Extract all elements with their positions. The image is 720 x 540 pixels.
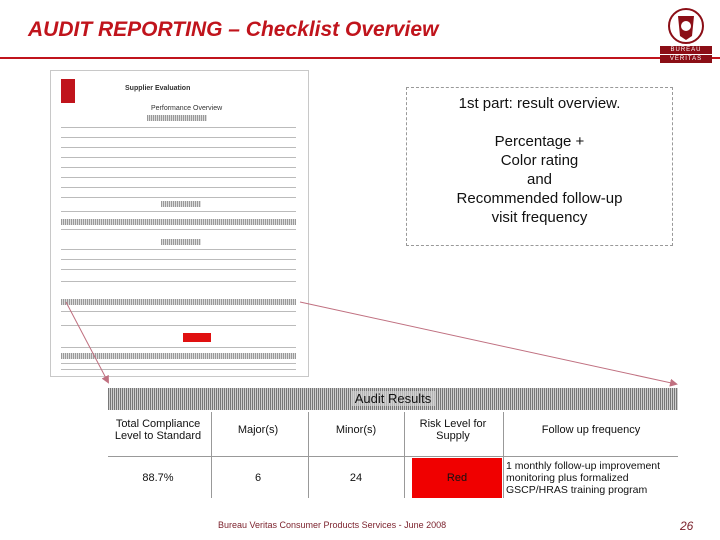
value-compliance: 88.7%: [142, 472, 174, 484]
logo-text-bottom: VERITAS: [669, 56, 703, 62]
bureau-veritas-logo: [660, 8, 712, 63]
doc-logo-icon: [61, 79, 75, 103]
callout-line-2: Percentage +: [494, 133, 585, 150]
callout-line-3: Color rating: [500, 152, 579, 169]
logo-text-top: BUREAU: [670, 47, 702, 53]
checklist-document-thumbnail: Supplier Evaluation Performance Overview: [50, 70, 309, 377]
result-overview-callout: 1st part: result overview. Percentage + …: [406, 87, 673, 246]
doc-red-rating-cell: [183, 333, 211, 342]
value-follow: 1 monthly follow-up improvement monitori…: [506, 460, 661, 496]
header-minor: Minor(s): [335, 424, 377, 436]
title-divider: [0, 57, 720, 59]
header-compliance: Total Compliance Level to Standard: [114, 418, 202, 442]
callout-line-6: visit frequency: [491, 209, 588, 226]
doc-band: [147, 115, 207, 121]
header-follow: Follow up frequency: [541, 424, 641, 436]
callout-line-5: Recommended follow-up: [456, 190, 623, 207]
footer-text: Bureau Veritas Consumer Products Service…: [218, 520, 447, 530]
header-major: Major(s): [237, 424, 279, 436]
audit-results-table: Audit Results Total Compliance Level to …: [108, 388, 678, 498]
value-major: 6: [254, 472, 262, 484]
logo-crest-icon: [668, 8, 704, 44]
callout-line-1: 1st part: result overview.: [458, 95, 621, 112]
header-risk: Risk Level for Supply: [419, 418, 487, 442]
callout-line-4: and: [526, 171, 553, 188]
value-risk-red: Red: [412, 458, 502, 498]
doc-subheading: Performance Overview: [151, 105, 223, 112]
value-minor: 24: [349, 472, 363, 484]
audit-results-title: Audit Results: [350, 391, 436, 406]
page-number: 26: [680, 519, 694, 533]
slide-title: AUDIT REPORTING – Checklist Overview: [28, 18, 439, 41]
doc-heading: Supplier Evaluation: [125, 85, 191, 92]
audit-results-header-band: Audit Results: [108, 388, 678, 410]
